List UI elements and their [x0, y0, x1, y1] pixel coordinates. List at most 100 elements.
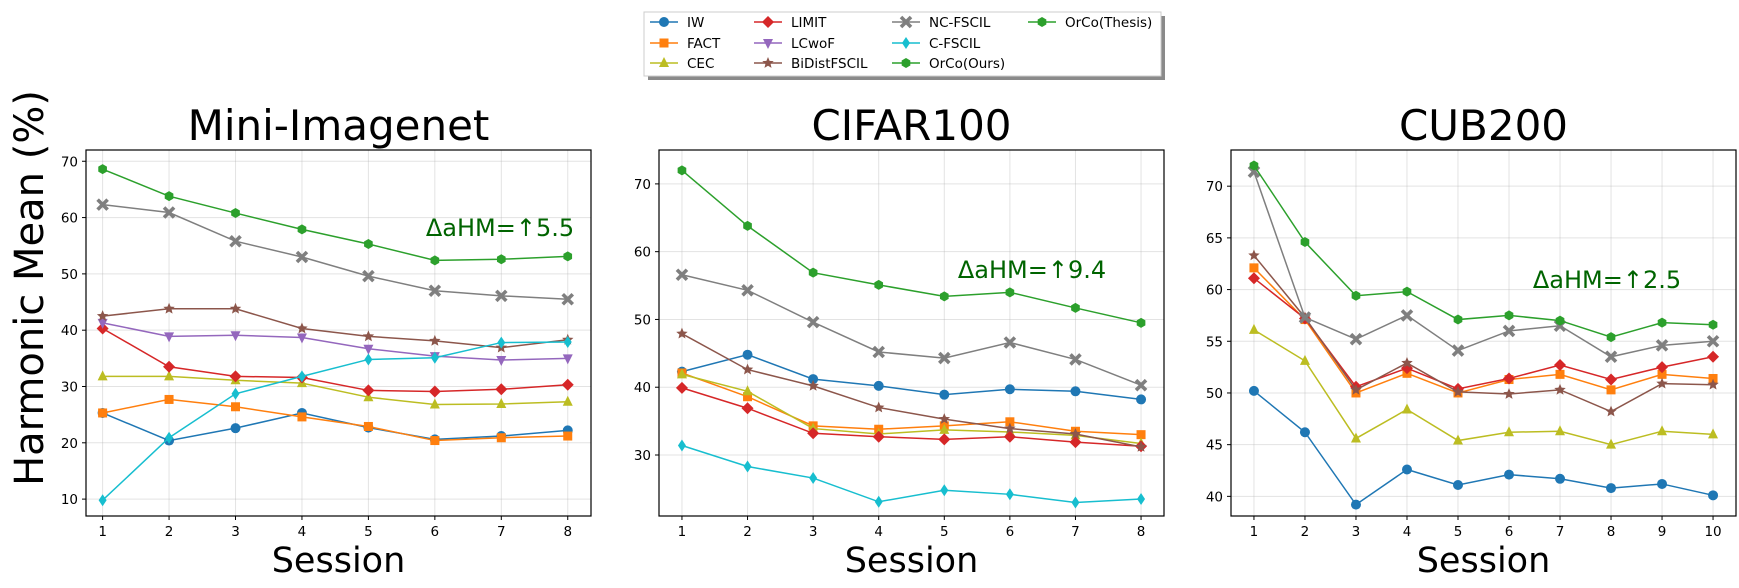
data-point — [1005, 488, 1014, 501]
data-point — [1555, 473, 1566, 484]
data-point — [1555, 369, 1565, 379]
data-point — [1401, 403, 1412, 414]
data-point — [164, 191, 174, 202]
data-point — [874, 495, 883, 508]
data-point — [677, 165, 687, 176]
data-point — [297, 412, 307, 422]
data-point — [296, 322, 308, 334]
data-point — [297, 224, 307, 235]
data-point — [939, 291, 949, 302]
data-point — [1452, 385, 1464, 397]
data-point — [1249, 263, 1259, 273]
data-point — [1402, 286, 1412, 297]
data-point — [230, 423, 241, 434]
data-point — [1136, 317, 1146, 328]
plot-frame — [658, 149, 1165, 517]
legend: IW FACT CEC LIMIT LCwoF BiDistFSCIL NC-FSCIL C-… — [643, 11, 1165, 80]
data-point — [1349, 332, 1363, 346]
data-point — [164, 332, 175, 343]
series-line — [102, 308, 568, 349]
data-point — [429, 334, 441, 346]
data-point — [1299, 354, 1310, 365]
x-tick-label: 8 — [1607, 524, 1616, 540]
data-point — [742, 385, 753, 396]
data-point — [496, 433, 506, 443]
data-point — [496, 356, 507, 367]
series-orco-ours — [98, 164, 573, 266]
series-line — [681, 372, 1142, 436]
series-cec — [97, 370, 573, 409]
y-tick-label: 40 — [634, 380, 651, 396]
data-point — [939, 389, 950, 400]
data-point — [164, 394, 174, 404]
series-line — [681, 273, 1142, 386]
series-c-fscil — [677, 439, 1146, 509]
series-orco-ours — [1249, 160, 1718, 343]
legend-marker — [902, 37, 910, 49]
series-line — [102, 322, 568, 361]
data-point — [872, 345, 885, 359]
chart-title: CUB200 — [1399, 101, 1568, 150]
data-point — [1656, 361, 1669, 374]
data-point — [1134, 378, 1148, 392]
chart-panel-cub200: 1 2 3 4 5 6 7 8 9 1040455055606570ΔaHM=↑2.5CUB200… — [1206, 101, 1737, 581]
x-axis-label: Session — [1417, 541, 1551, 581]
legend-label: LIMIT — [791, 15, 827, 31]
data-point — [562, 395, 573, 406]
data-point — [1604, 350, 1618, 364]
legend-item-c-fscil: C-FSCIL — [892, 36, 981, 52]
data-point — [873, 401, 885, 413]
data-point — [164, 370, 175, 381]
chart-title: CIFAR100 — [811, 101, 1011, 150]
series-cec — [1248, 323, 1719, 449]
data-point — [1657, 425, 1668, 436]
series-fact — [98, 394, 573, 446]
data-point — [1708, 428, 1719, 439]
x-tick-label: 7 — [497, 524, 506, 540]
data-point — [808, 267, 818, 278]
data-point — [1004, 384, 1015, 395]
series-line — [102, 412, 568, 442]
x-tick-label: 2 — [165, 524, 174, 540]
data-point — [430, 436, 440, 446]
grid — [1231, 150, 1736, 516]
data-point — [231, 387, 240, 400]
data-point — [1554, 383, 1566, 395]
series-line — [1253, 254, 1714, 413]
data-point — [231, 402, 241, 412]
legend-marker — [901, 58, 911, 68]
data-point — [938, 433, 951, 446]
data-point — [1069, 353, 1082, 366]
x-tick-label: 7 — [1556, 524, 1565, 540]
data-point — [1606, 385, 1616, 395]
data-point — [1657, 317, 1667, 328]
plot-frame — [1230, 149, 1737, 517]
y-tick-label: 50 — [1206, 386, 1223, 402]
x-tick-label: 4 — [1403, 524, 1412, 540]
delta-ahm-annotation: ΔaHM=↑9.4 — [958, 256, 1106, 284]
x-tick-label: 2 — [743, 524, 752, 540]
y-tick-label: 50 — [634, 312, 651, 328]
series-line — [102, 327, 568, 393]
data-point — [1247, 272, 1260, 285]
data-point — [1502, 324, 1516, 338]
data-point — [1401, 464, 1412, 475]
data-point — [297, 370, 306, 383]
legend-label: IW — [687, 15, 704, 31]
data-point — [295, 250, 309, 264]
data-point — [96, 198, 109, 211]
data-point — [1708, 373, 1718, 383]
figure-ylabel: Harmonic Mean (%) — [7, 90, 53, 486]
data-point — [1605, 373, 1618, 386]
data-point — [496, 254, 506, 265]
data-point — [1504, 310, 1514, 321]
series-bidistfscil — [96, 302, 574, 353]
data-point — [872, 430, 885, 443]
data-point — [229, 370, 242, 383]
legend-item-fact: FACT — [650, 36, 721, 52]
data-point — [229, 302, 242, 314]
data-point — [1554, 359, 1567, 372]
y-tick-label: 40 — [61, 323, 78, 339]
legend-marker — [659, 17, 669, 27]
data-point — [1248, 323, 1259, 334]
